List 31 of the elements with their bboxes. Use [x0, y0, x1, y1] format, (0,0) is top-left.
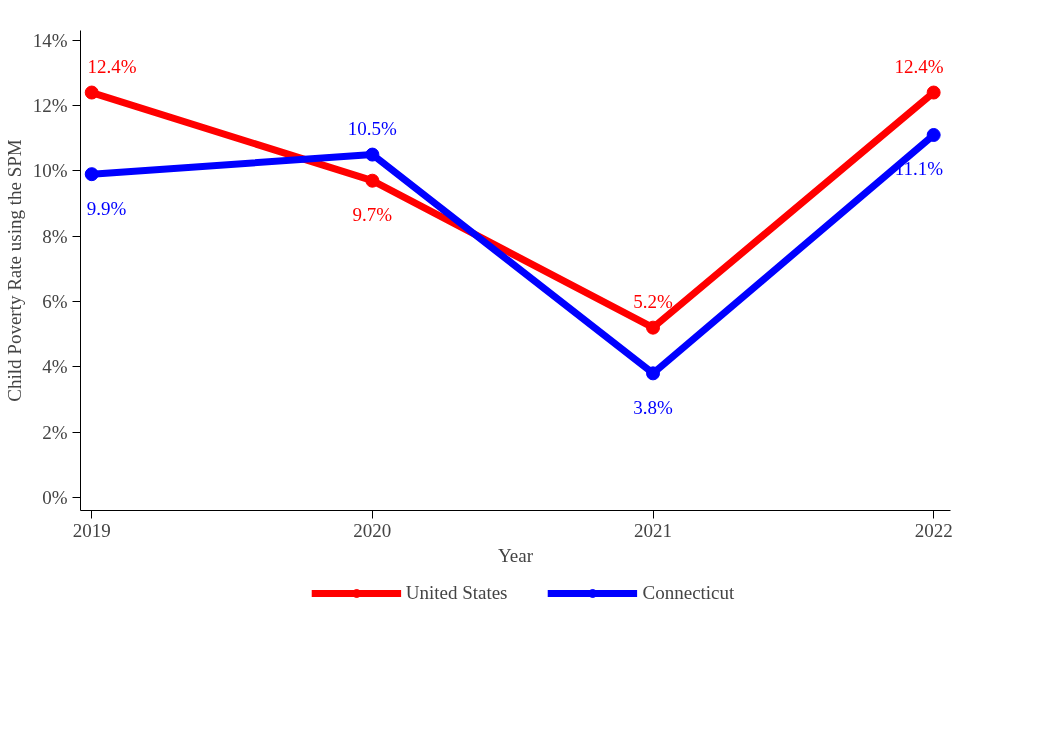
point: [646, 366, 661, 381]
y-tick-label: 10%: [32, 160, 68, 182]
y-tick-label: 2%: [42, 421, 68, 443]
point: [365, 173, 380, 188]
y-tick-label: 0%: [42, 486, 68, 508]
data-label: 12.4%: [87, 56, 137, 78]
y-tick-label: 4%: [42, 356, 68, 378]
point: [365, 147, 380, 162]
y-tick-label: 6%: [42, 291, 68, 313]
data-label: 10.5%: [347, 118, 398, 140]
point: [84, 85, 99, 100]
y-tick-label: 14%: [32, 29, 68, 51]
x-tick-label: 2020: [353, 519, 392, 541]
data-label: 3.8%: [633, 396, 673, 418]
x-tick-label: 2022: [914, 519, 953, 541]
data-label: 9.9%: [86, 197, 127, 219]
point: [926, 85, 941, 100]
x-tick-label: 2021: [634, 519, 673, 541]
point: [926, 128, 941, 142]
x-tick-label: 2019: [72, 519, 111, 541]
data-label: 9.7%: [352, 204, 393, 226]
y-tick-label: 8%: [42, 225, 68, 247]
legend-label: United States: [405, 582, 508, 604]
legend-label: Connecticut: [642, 582, 735, 604]
point: [84, 167, 99, 182]
y-tick-label: 12%: [32, 95, 68, 117]
data-label: 12.4%: [894, 56, 944, 78]
data-label: 5.2%: [633, 291, 673, 313]
point: [646, 320, 661, 335]
y-axis-title: Child Poverty Rate using the SPM: [3, 139, 25, 402]
x-axis-title: Year: [497, 544, 534, 566]
